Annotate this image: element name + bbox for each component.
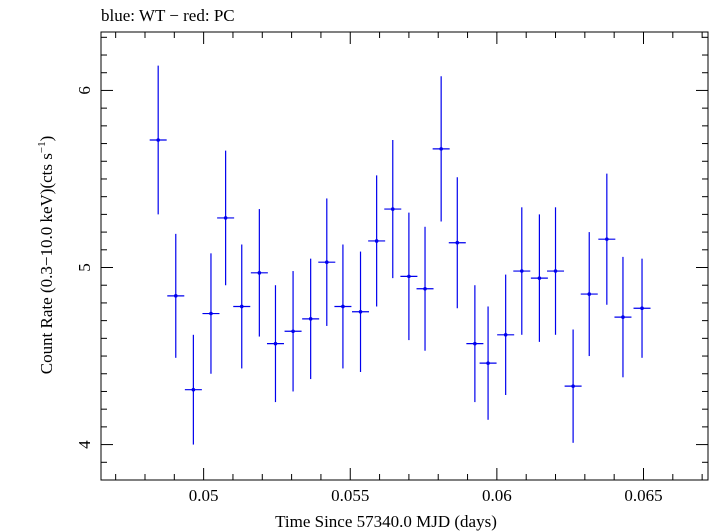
point-marker [374, 239, 379, 243]
data-point [250, 209, 268, 337]
data-point [302, 258, 320, 380]
data-point [416, 226, 434, 351]
data-point [633, 258, 651, 358]
data-point [580, 232, 598, 357]
point-marker [587, 292, 592, 296]
data-point [217, 150, 235, 286]
x-tick-label: 0.055 [331, 486, 369, 505]
data-point [598, 173, 616, 305]
data-points [149, 65, 651, 445]
point-marker [537, 276, 542, 280]
data-point [530, 214, 548, 342]
data-point [564, 329, 582, 443]
point-marker [358, 309, 363, 314]
point-marker [571, 384, 575, 388]
point-marker [553, 269, 558, 273]
point-marker [324, 260, 329, 264]
point-marker [503, 332, 508, 337]
data-point [614, 256, 632, 378]
data-point [547, 207, 565, 335]
point-marker [257, 271, 262, 275]
data-point [448, 177, 466, 309]
point-marker [156, 138, 160, 142]
point-marker [273, 341, 278, 346]
data-point [184, 334, 202, 445]
y-tick-label: 5 [75, 263, 94, 272]
point-marker [473, 341, 477, 346]
point-marker [423, 286, 427, 291]
data-point [233, 244, 251, 369]
point-marker [173, 294, 178, 298]
axis-ticks: 0.05 0.055 0.06 0.065 4 5 6 [75, 32, 708, 505]
data-point [400, 212, 418, 341]
data-point [149, 65, 167, 215]
point-marker [308, 317, 313, 321]
x-axis-label: Time Since 57340.0 MJD (days) [275, 512, 497, 531]
y-axis-label: Count Rate (0.3−10.0 keV)(cts s−1) [36, 136, 56, 375]
point-marker [455, 240, 460, 245]
point-marker [341, 304, 345, 309]
data-point [167, 233, 185, 358]
data-point [384, 140, 402, 279]
data-point [497, 274, 515, 396]
data-point [466, 285, 484, 403]
point-marker [390, 207, 395, 211]
x-tick-label: 0.065 [624, 486, 662, 505]
data-point [318, 198, 336, 326]
point-marker [605, 237, 609, 241]
data-point [479, 306, 497, 420]
data-point [368, 175, 386, 307]
point-marker [407, 274, 411, 279]
data-point [513, 207, 531, 335]
data-point [284, 271, 302, 392]
point-marker [486, 361, 490, 365]
y-axis-label-main: Count Rate (0.3−10.0 keV)(cts s [37, 153, 56, 374]
data-point [432, 76, 450, 222]
point-marker [223, 216, 228, 220]
x-tick-label: 0.06 [482, 486, 512, 505]
data-point [266, 285, 284, 403]
point-marker [621, 315, 625, 319]
point-marker [209, 311, 213, 316]
point-marker [519, 269, 524, 273]
point-marker [640, 306, 644, 311]
data-point [202, 253, 220, 374]
point-marker [291, 329, 295, 334]
y-tick-label: 6 [75, 86, 94, 95]
y-axis-label-exponent: −1 [36, 141, 48, 153]
point-marker [239, 304, 244, 309]
data-point [352, 251, 370, 372]
data-point [334, 244, 352, 369]
y-axis-label-end: ) [37, 136, 56, 142]
plot-frame [100, 31, 709, 481]
x-tick-label: 0.05 [189, 486, 219, 505]
y-tick-label: 4 [75, 440, 94, 449]
point-marker [439, 147, 443, 151]
point-marker [191, 387, 196, 392]
chart-title: blue: WT − red: PC [101, 6, 235, 25]
